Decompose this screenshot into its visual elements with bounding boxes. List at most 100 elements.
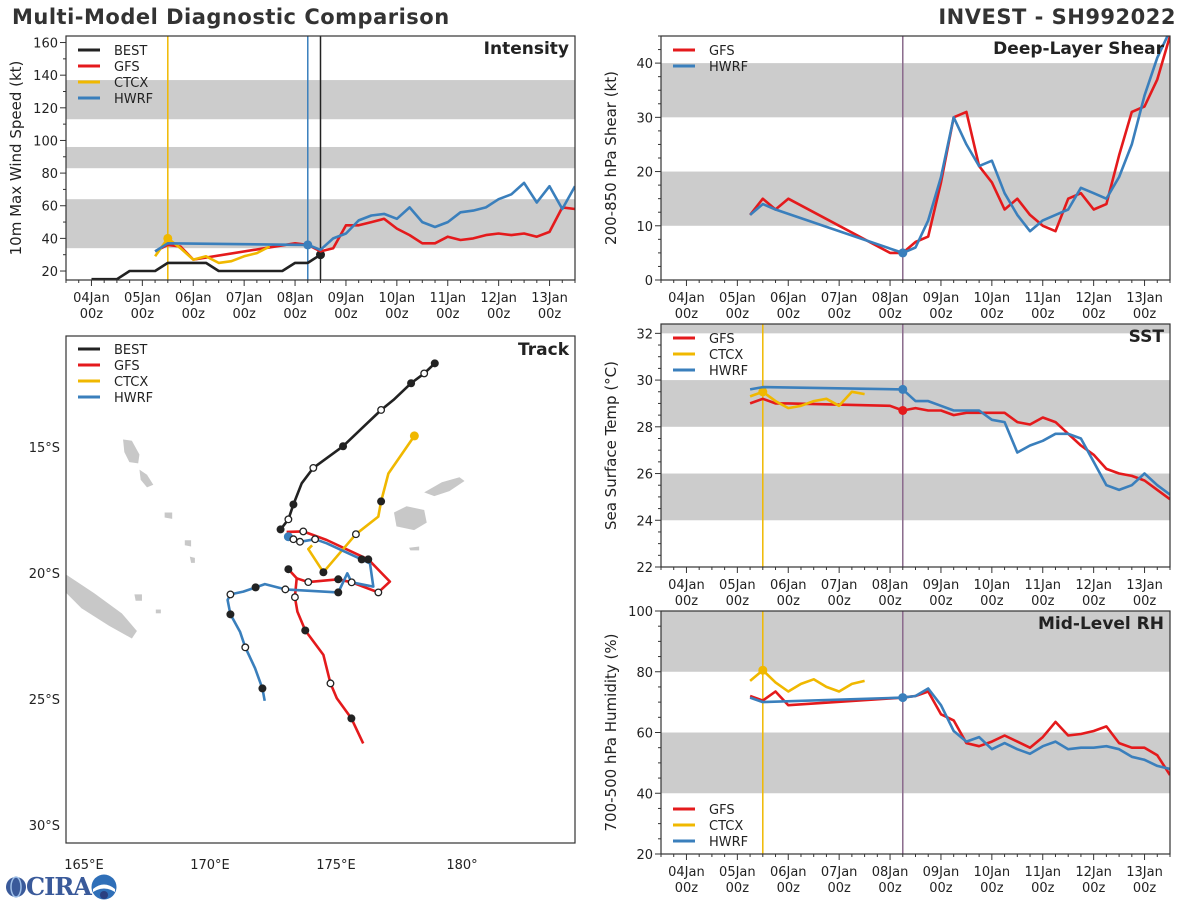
legend-label-ctcx: CTCX: [709, 348, 743, 363]
track-point-00z: [226, 610, 234, 618]
y-tick-label: 20: [636, 166, 653, 181]
plot-area: [661, 611, 1170, 854]
panel-sst: 04Jan00z05Jan00z06Jan00z07Jan00z08Jan00z…: [602, 324, 1170, 609]
x-tick-label-hour: 00z: [675, 307, 699, 322]
track-point-12z: [292, 594, 299, 601]
x-tick-label-hour: 00z: [1031, 594, 1055, 609]
panel-title: Mid-Level RH: [1038, 614, 1164, 634]
x-tick-label-date: 11Jan: [1024, 865, 1061, 880]
legend-label-ctcx: CTCX: [114, 375, 148, 390]
init-marker-hwrf: [898, 385, 907, 394]
track-point-00z: [289, 500, 297, 508]
x-tick-label-hour: 00z: [777, 307, 801, 322]
track-point-00z: [284, 565, 292, 573]
y-tick-label: 24: [636, 514, 653, 529]
x-tick-label-date: 04Jan: [668, 291, 705, 306]
y-tick-label: 100: [33, 134, 58, 149]
legend-label-best: BEST: [114, 44, 147, 59]
track-point-00z: [252, 583, 260, 591]
track-point-00z: [334, 575, 342, 583]
x-tick-label-hour: 00z: [334, 307, 358, 322]
x-tick-label-hour: 00z: [878, 594, 902, 609]
plot-area: [66, 36, 575, 280]
x-tick-label-hour: 00z: [1082, 594, 1106, 609]
init-marker-hwrf: [303, 240, 312, 249]
cira-logo: CIRA: [4, 874, 117, 900]
x-tick-label-hour: 00z: [726, 307, 750, 322]
y-tick-label: 140: [33, 69, 58, 84]
legend-label-gfs: GFS: [114, 60, 140, 75]
x-tick-label-hour: 00z: [1082, 881, 1106, 896]
x-tick-label-date: 09Jan: [923, 578, 960, 593]
track-point-00z: [377, 497, 385, 505]
y-tick-label: 10: [636, 220, 653, 235]
x-tick-label-date: 11Jan: [1024, 291, 1061, 306]
init-marker-hwrf: [898, 693, 907, 702]
track-point-00z: [277, 525, 285, 533]
init-marker-ctcx: [163, 234, 172, 243]
y-tick-label: 160: [33, 37, 58, 52]
track-point-00z: [358, 555, 366, 563]
x-tick-label-hour: 00z: [827, 881, 851, 896]
track-line-gfs: [287, 531, 390, 743]
y-tick-label: 40: [636, 787, 653, 802]
track-point-12z: [378, 407, 385, 414]
y-tick-label: 20: [636, 848, 653, 863]
y-tick-label: 30: [636, 374, 653, 389]
track-point-00z: [339, 442, 347, 450]
lon-tick-label: 170°E: [190, 858, 230, 873]
track-point-00z: [407, 379, 415, 387]
panel-intensity: 04Jan00z05Jan00z06Jan00z07Jan00z08Jan00z…: [7, 36, 575, 322]
y-tick-label: 20: [41, 265, 58, 280]
legend-label-best: BEST: [114, 343, 147, 358]
y-tick-label: 30: [636, 111, 653, 126]
threshold-band: [661, 380, 1170, 427]
track-line-best: [281, 363, 435, 529]
y-axis-label: Sea Surface Temp (°C): [602, 361, 620, 530]
x-tick-label-hour: 00z: [182, 307, 206, 322]
track-line-ctcx: [308, 436, 414, 572]
legend-label-ctcx: CTCX: [114, 76, 148, 91]
x-tick-label-hour: 00z: [487, 307, 511, 322]
track-point-12z: [300, 528, 307, 535]
x-tick-label-date: 12Jan: [480, 291, 517, 306]
track-point-12z: [310, 465, 317, 472]
x-tick-label-hour: 00z: [929, 307, 953, 322]
init-marker-ctcx: [758, 666, 767, 675]
lat-tick-label: 30°S: [29, 819, 60, 834]
land-mare: [156, 610, 161, 614]
track-point-12z: [227, 591, 234, 598]
y-tick-label: 80: [636, 666, 653, 681]
land-erromango: [185, 540, 191, 546]
panel-title: Track: [518, 340, 570, 360]
x-tick-label-date: 13Jan: [1126, 865, 1163, 880]
track-point-00z: [301, 626, 309, 634]
y-tick-label: 40: [636, 57, 653, 72]
x-tick-label-date: 08Jan: [277, 291, 314, 306]
x-tick-label-date: 08Jan: [872, 865, 909, 880]
legend-label-hwrf: HWRF: [114, 391, 153, 406]
x-tick-label-date: 09Jan: [328, 291, 365, 306]
track-point-00z: [258, 684, 266, 692]
y-tick-label: 60: [41, 200, 58, 215]
land-vanua-levu: [424, 477, 464, 496]
track-point-12z: [348, 579, 355, 586]
satellite-logo-icon: [91, 874, 117, 900]
x-tick-label-date: 06Jan: [175, 291, 212, 306]
init-marker-gfs: [898, 406, 907, 415]
x-tick-label-hour: 00z: [878, 307, 902, 322]
x-tick-label-hour: 00z: [283, 307, 307, 322]
y-axis-label: 10m Max Wind Speed (kt): [7, 61, 25, 256]
land-malekula: [139, 470, 153, 488]
x-tick-label-date: 12Jan: [1075, 578, 1112, 593]
legend-label-gfs: GFS: [114, 359, 140, 374]
threshold-band: [661, 324, 1170, 333]
lon-tick-label: 165°E: [64, 858, 104, 873]
track-point-12z: [282, 586, 289, 593]
x-tick-label-date: 13Jan: [1126, 578, 1163, 593]
lat-tick-label: 20°S: [29, 567, 60, 582]
x-tick-label-hour: 00z: [929, 594, 953, 609]
x-tick-label-date: 10Jan: [974, 291, 1011, 306]
